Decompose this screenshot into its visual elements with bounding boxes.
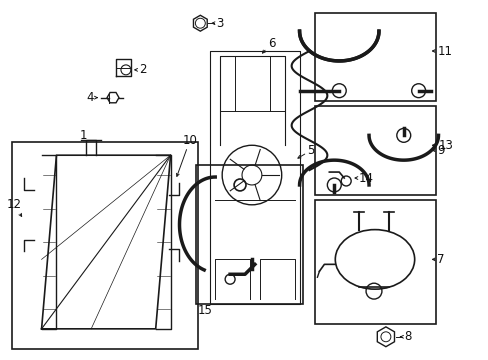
Text: 4: 4 <box>86 91 97 104</box>
Text: 10: 10 <box>176 134 197 176</box>
Text: 15: 15 <box>198 305 212 318</box>
Bar <box>12 142 198 349</box>
Bar <box>196 165 302 304</box>
Text: 1: 1 <box>80 129 87 142</box>
Text: 14: 14 <box>354 171 373 185</box>
Text: 13: 13 <box>431 139 452 152</box>
Text: 11: 11 <box>431 45 451 58</box>
Text: 5: 5 <box>297 144 314 158</box>
Text: 3: 3 <box>212 17 223 30</box>
Text: 6: 6 <box>262 37 275 53</box>
Text: 8: 8 <box>400 330 410 343</box>
Text: 7: 7 <box>431 253 444 266</box>
Text: 9: 9 <box>431 144 444 157</box>
Text: 12: 12 <box>7 198 22 216</box>
Bar <box>315 13 435 100</box>
Text: 2: 2 <box>135 63 146 76</box>
Bar <box>315 105 435 195</box>
Bar <box>315 200 435 324</box>
